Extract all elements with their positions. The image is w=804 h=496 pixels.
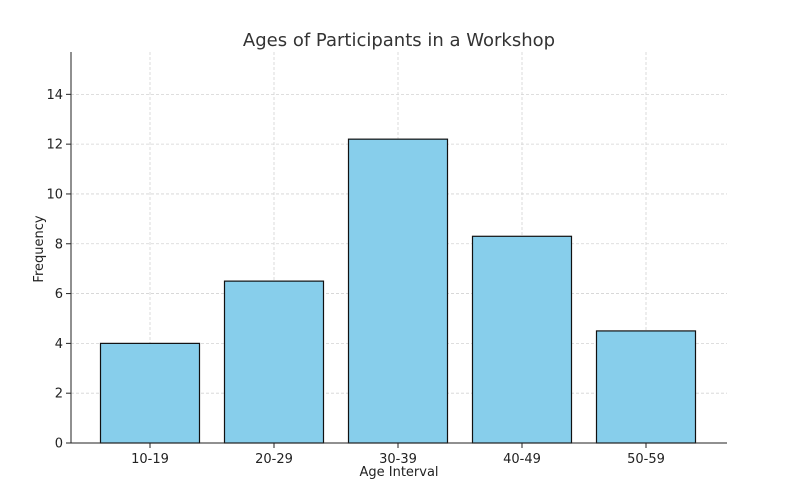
bars <box>99 138 697 444</box>
x-tick-label: 40-49 <box>503 452 541 467</box>
y-tick-label: 14 <box>46 88 63 103</box>
y-tick-label: 8 <box>55 237 63 252</box>
x-tick-label: 20-29 <box>255 452 293 467</box>
bar-10-19 <box>99 342 201 444</box>
bar-30-39 <box>347 138 449 444</box>
axes <box>70 52 727 444</box>
x-tick-label: 30-39 <box>379 452 417 467</box>
x-axis-title: Age Interval <box>359 465 438 480</box>
y-tick-label: 4 <box>55 337 63 352</box>
y-axis-title: Frequency <box>32 215 47 282</box>
y-tick-label: 0 <box>55 437 63 452</box>
bar-20-29 <box>223 280 325 444</box>
chart-title: Ages of Participants in a Workshop <box>243 30 555 51</box>
y-tick-label: 10 <box>46 187 63 202</box>
bar-40-49 <box>471 235 573 444</box>
x-tick-label: 50-59 <box>627 452 665 467</box>
y-ticks: 0 2 4 6 8 10 12 14 <box>46 88 71 452</box>
y-tick-label: 6 <box>55 287 63 302</box>
x-ticks: 10-19 20-29 30-39 40-49 50-59 <box>131 443 665 467</box>
y-tick-label: 12 <box>46 138 63 153</box>
x-tick-label: 10-19 <box>131 452 169 467</box>
bar-50-59 <box>595 330 697 444</box>
y-tick-label: 2 <box>55 387 63 402</box>
